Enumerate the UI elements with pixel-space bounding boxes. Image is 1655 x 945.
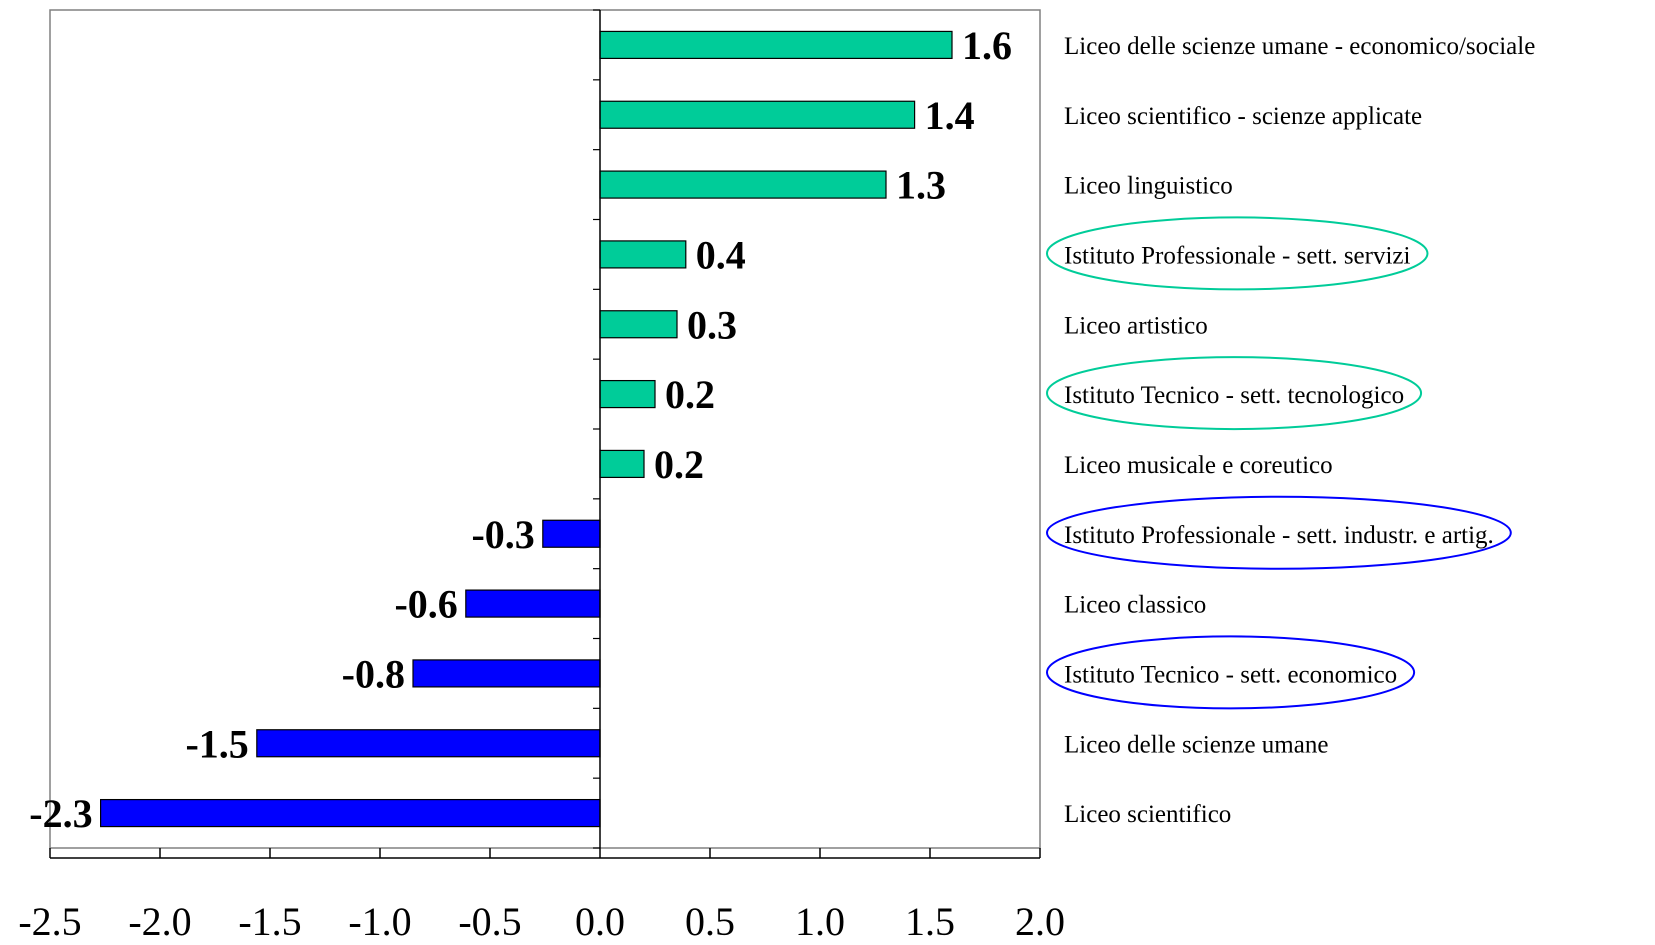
bar: [99, 798, 601, 828]
data-label: -2.3: [29, 791, 92, 836]
data-label: 0.2: [665, 372, 715, 417]
data-label: 1.6: [962, 23, 1012, 68]
bar: [599, 310, 678, 339]
category-label: Liceo musicale e coreutico: [1064, 452, 1333, 479]
x-tick-label: -1.0: [348, 899, 411, 944]
highlight-ellipse: [1046, 216, 1429, 291]
data-label: -0.6: [394, 582, 457, 627]
bar: [599, 30, 953, 60]
data-label: 1.3: [896, 163, 946, 208]
bar: [412, 659, 601, 688]
bar: [599, 449, 645, 479]
bar: [599, 170, 887, 199]
data-label: -0.3: [471, 512, 534, 557]
bar: [599, 100, 916, 129]
bar: [542, 519, 601, 548]
highlight-ellipse: [1046, 635, 1416, 710]
bar: [599, 379, 656, 409]
highlight-ellipse: [1046, 495, 1512, 570]
x-tick-label: 1.0: [795, 899, 845, 944]
category-label: Liceo scientifico: [1064, 801, 1231, 828]
bar: [465, 589, 601, 618]
data-label: 0.4: [696, 232, 746, 277]
x-tick-label: -1.5: [238, 899, 301, 944]
x-tick-label: 0.0: [575, 899, 625, 944]
data-label: 0.3: [687, 302, 737, 347]
category-label: Istituto Tecnico - sett. economico: [1064, 661, 1397, 688]
bar: [256, 729, 601, 758]
category-label: Liceo delle scienze umane - economico/so…: [1064, 33, 1535, 60]
x-tick-label: -0.5: [458, 899, 521, 944]
x-tick-label: -2.5: [18, 899, 81, 944]
x-tick-label: 1.5: [905, 899, 955, 944]
data-label: -0.8: [342, 651, 405, 696]
category-label: Liceo artistico: [1064, 312, 1208, 339]
x-tick-label: 0.5: [685, 899, 735, 944]
category-label: Istituto Professionale - sett. servizi: [1064, 242, 1411, 269]
data-label: 0.2: [654, 442, 704, 487]
category-label: Istituto Professionale - sett. industr. …: [1064, 522, 1494, 549]
category-label: Liceo scientifico - scienze applicate: [1064, 103, 1422, 130]
category-label: Liceo delle scienze umane: [1064, 731, 1328, 758]
x-tick-label: -2.0: [128, 899, 191, 944]
category-label: Liceo classico: [1064, 592, 1206, 619]
category-label: Istituto Tecnico - sett. tecnologico: [1064, 382, 1404, 409]
x-tick-label: 2.0: [1015, 899, 1065, 944]
highlight-ellipse: [1046, 356, 1423, 431]
bar: [599, 240, 687, 269]
data-label: 1.4: [925, 93, 975, 138]
category-label: Liceo linguistico: [1064, 173, 1233, 200]
plot-frame: [49, 9, 1041, 849]
data-label: -1.5: [185, 721, 248, 766]
